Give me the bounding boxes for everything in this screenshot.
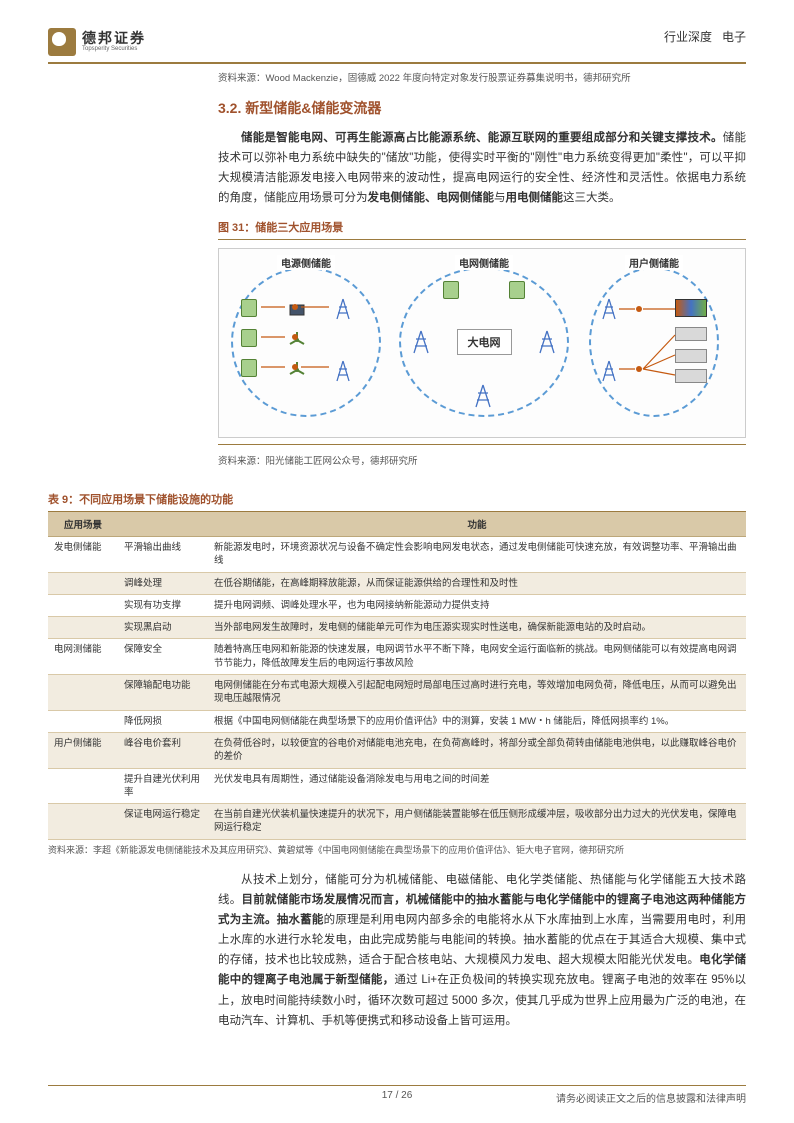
function-table: 应用场景 功能 发电侧储能平滑输出曲线新能源发电时，环境资源状况与设备不确定性会… — [48, 512, 746, 840]
diagram-zone-source: 电源侧储能 — [231, 267, 381, 417]
th-scenario: 应用场景 — [48, 512, 118, 537]
table-row: 调峰处理在低谷期储能，在高峰期释放能源，从而保证能源供给的合理性和及时性 — [48, 572, 746, 594]
p1-rest3: 这三大类。 — [563, 192, 621, 204]
cell-group: 发电侧储能 — [48, 537, 118, 573]
cell-key: 实现有功支撑 — [118, 594, 208, 616]
p1-rest2: 与 — [494, 192, 506, 204]
header-category: 行业深度 电子 — [664, 28, 746, 45]
logo-icon — [48, 28, 76, 56]
figure-divider-bottom — [218, 444, 746, 445]
cell-group — [48, 594, 118, 616]
page-footer: 17 / 26 请务必阅读正文之后的信息披露和法律声明 — [48, 1085, 746, 1105]
diagram-zone-user: 用户侧储能 — [589, 267, 719, 417]
tower-icon — [537, 329, 557, 355]
p1-bold2: 发电侧储能、电网侧储能 — [368, 192, 495, 204]
cell-group — [48, 710, 118, 732]
cell-group — [48, 804, 118, 840]
logo: 德邦证券 Topsperity Securities — [48, 28, 146, 56]
table-row: 实现黑启动当外部电网发生故障时，发电侧的储能单元可作为电压源实现实时性送电，确保… — [48, 617, 746, 639]
figure-caption: 图 31：储能三大应用场景 — [218, 219, 746, 235]
table-row: 提升自建光伏利用率光伏发电具有周期性，通过储能设备消除发电与用电之间的时间差 — [48, 768, 746, 804]
cell-value: 在当前自建光伏装机量快速提升的状况下，用户侧储能装置能够在低压侧形成缓冲层，吸收… — [208, 804, 746, 840]
cell-value: 光伏发电具有周期性，通过储能设备消除发电与用电之间的时间差 — [208, 768, 746, 804]
battery-icon — [509, 281, 525, 299]
cell-group — [48, 675, 118, 711]
cell-value: 提升电网调频、调峰处理水平，也为电网接纳新能源动力提供支持 — [208, 594, 746, 616]
paragraph-1: 储能是智能电网、可再生能源高占比能源系统、能源互联网的重要组成部分和关键支撑技术… — [218, 128, 746, 209]
logo-text-cn: 德邦证券 — [82, 31, 146, 46]
logo-text-en: Topsperity Securities — [82, 46, 146, 53]
cell-key: 实现黑启动 — [118, 617, 208, 639]
table-row: 电网测储能保障安全随着特高压电网和新能源的快速发展，电网调节水平不断下降，电网安… — [48, 639, 746, 675]
hvac-icon — [675, 327, 707, 341]
hvac-icon — [675, 349, 707, 363]
hvac-icon — [675, 369, 707, 383]
battery-icon — [241, 359, 257, 377]
zone1-label: 电源侧储能 — [277, 255, 335, 270]
cell-value: 在负荷低谷时，以较便宜的谷电价对储能电池充电，在负荷高峰时，将部分或全部负荷转由… — [208, 732, 746, 768]
cell-key: 平滑输出曲线 — [118, 537, 208, 573]
category-label: 行业深度 — [664, 30, 712, 44]
cell-group: 用户侧储能 — [48, 732, 118, 768]
page-number: 17 / 26 — [382, 1090, 413, 1101]
tower-icon — [599, 297, 619, 321]
solar-icon — [288, 301, 306, 319]
cell-value: 电网侧储能在分布式电源大规模入引起配电网短时局部电压过高时进行充电，等效增加电网… — [208, 675, 746, 711]
th-function: 功能 — [208, 512, 746, 537]
source-1: 资料来源：Wood Mackenzie，固德威 2022 年度向特定对象发行股票… — [218, 70, 746, 84]
disclaimer: 请务必阅读正文之后的信息披露和法律声明 — [556, 1090, 746, 1105]
tower-icon — [333, 297, 353, 321]
section-title: 3.2. 新型储能&储能变流器 — [218, 98, 746, 118]
cell-key: 调峰处理 — [118, 572, 208, 594]
cell-value: 新能源发电时，环境资源状况与设备不确定性会影响电网发电状态，通过发电侧储能可快速… — [208, 537, 746, 573]
tower-icon — [599, 359, 619, 383]
battery-icon — [443, 281, 459, 299]
cell-key: 保障安全 — [118, 639, 208, 675]
cell-key: 保证电网运行稳定 — [118, 804, 208, 840]
tower-icon — [473, 383, 493, 409]
table-row: 保障输配电功能电网侧储能在分布式电源大规模入引起配电网短时局部电压过高时进行充电… — [48, 675, 746, 711]
battery-icon — [241, 299, 257, 317]
th-blank — [118, 512, 208, 537]
cell-value: 随着特高压电网和新能源的快速发展，电网调节水平不断下降，电网安全运行面临新的挑战… — [208, 639, 746, 675]
source-2: 资料来源：阳光储能工匠网公众号，德邦研究所 — [218, 453, 746, 467]
cell-key: 降低网损 — [118, 710, 208, 732]
zone3-label: 用户侧储能 — [625, 255, 683, 270]
cell-key: 提升自建光伏利用率 — [118, 768, 208, 804]
page-header: 德邦证券 Topsperity Securities 行业深度 电子 — [48, 28, 746, 64]
p1-bold3: 用电侧储能 — [506, 192, 564, 204]
table-row: 降低网损根据《中国电网侧储能在典型场景下的应用价值评估》中的测算，安装 1 MW… — [48, 710, 746, 732]
building-icon — [675, 299, 707, 317]
center-label: 大电网 — [457, 329, 512, 355]
cell-value: 在低谷期储能，在高峰期释放能源，从而保证能源供给的合理性和及时性 — [208, 572, 746, 594]
cell-group: 电网测储能 — [48, 639, 118, 675]
paragraph-2: 从技术上划分，储能可分为机械储能、电磁储能、电化学类储能、热储能与化学储能五大技… — [218, 870, 746, 1031]
cell-key: 保障输配电功能 — [118, 675, 208, 711]
connector-lines — [619, 299, 679, 389]
cell-key: 峰谷电价套利 — [118, 732, 208, 768]
wind-icon — [288, 331, 306, 349]
zone2-label: 电网侧储能 — [455, 255, 513, 270]
table-title: 表 9：不同应用场景下储能设施的功能 — [48, 491, 746, 507]
cell-group — [48, 617, 118, 639]
diagram-zone-grid: 电网侧储能 大电网 — [399, 267, 569, 417]
cell-value: 根据《中国电网侧储能在典型场景下的应用价值评估》中的测算，安装 1 MW・h 储… — [208, 710, 746, 732]
table-row: 保证电网运行稳定在当前自建光伏装机量快速提升的状况下，用户侧储能装置能够在低压侧… — [48, 804, 746, 840]
battery-icon — [241, 329, 257, 347]
tower-icon — [333, 359, 353, 383]
table-row: 发电侧储能平滑输出曲线新能源发电时，环境资源状况与设备不确定性会影响电网发电状态… — [48, 537, 746, 573]
p1-bold: 储能是智能电网、可再生能源高占比能源系统、能源互联网的重要组成部分和关键支撑技术… — [241, 132, 723, 144]
sub-label: 电子 — [722, 30, 746, 44]
cell-group — [48, 768, 118, 804]
tower-icon — [411, 329, 431, 355]
wind-icon — [288, 361, 306, 379]
cell-group — [48, 572, 118, 594]
figure-divider — [218, 239, 746, 240]
diagram: 电源侧储能 电网侧储能 大电网 用户侧储能 — [218, 248, 746, 438]
table-row: 实现有功支撑提升电网调频、调峰处理水平，也为电网接纳新能源动力提供支持 — [48, 594, 746, 616]
cell-value: 当外部电网发生故障时，发电侧的储能单元可作为电压源实现实时性送电，确保新能源电站… — [208, 617, 746, 639]
source-3: 资料来源：李超《新能源发电侧储能技术及其应用研究》、黄碧斌等《中国电网侧储能在典… — [48, 843, 746, 856]
table-row: 用户侧储能峰谷电价套利在负荷低谷时，以较便宜的谷电价对储能电池充电，在负荷高峰时… — [48, 732, 746, 768]
